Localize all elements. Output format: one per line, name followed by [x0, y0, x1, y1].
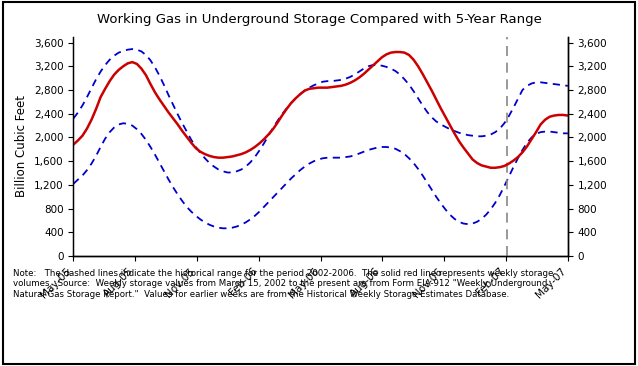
Text: Working Gas in Underground Storage Compared with 5-Year Range: Working Gas in Underground Storage Compa… [96, 13, 542, 26]
Y-axis label: Billion Cubic Feet: Billion Cubic Feet [15, 96, 29, 197]
Text: Note:   The dashed lines indicate the historical range for the period 2002-2006.: Note: The dashed lines indicate the hist… [13, 269, 553, 299]
